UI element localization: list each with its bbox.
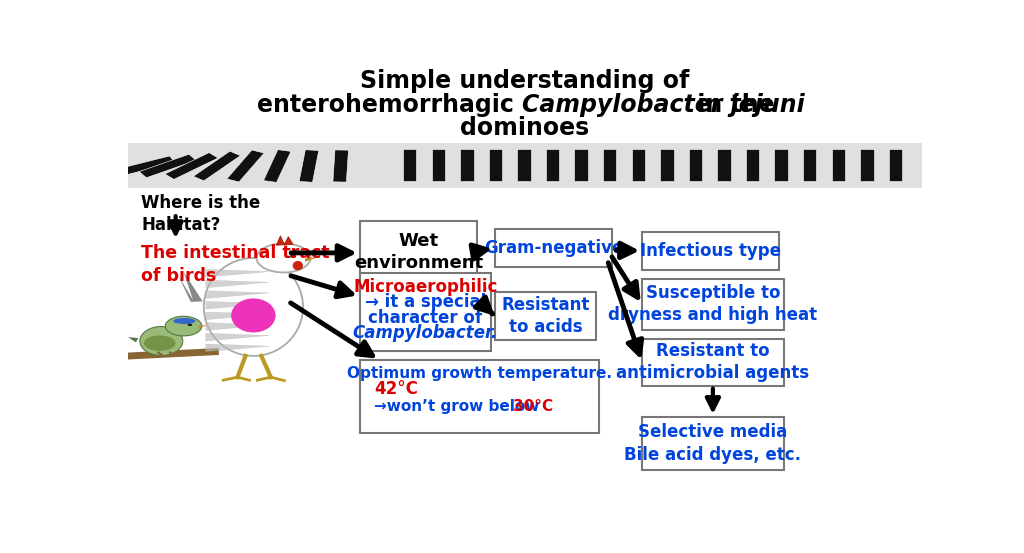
Text: Infectious type: Infectious type	[640, 242, 781, 260]
Polygon shape	[689, 149, 702, 181]
Polygon shape	[574, 149, 588, 181]
Polygon shape	[774, 149, 787, 181]
Polygon shape	[206, 269, 269, 277]
Polygon shape	[206, 333, 269, 341]
Ellipse shape	[173, 318, 196, 324]
Polygon shape	[333, 150, 348, 182]
Text: Selective media
Bile acid dyes, etc.: Selective media Bile acid dyes, etc.	[625, 423, 802, 463]
Ellipse shape	[231, 299, 275, 332]
Polygon shape	[603, 149, 616, 181]
Polygon shape	[178, 272, 203, 302]
Ellipse shape	[204, 258, 303, 356]
Circle shape	[257, 243, 310, 273]
Polygon shape	[165, 153, 218, 179]
FancyBboxPatch shape	[495, 292, 596, 340]
Circle shape	[165, 316, 202, 336]
Text: The intestinal tract
of birds: The intestinal tract of birds	[141, 244, 330, 285]
FancyBboxPatch shape	[359, 221, 477, 284]
Circle shape	[187, 324, 193, 326]
Text: Wet
environment: Wet environment	[354, 232, 483, 272]
Text: 42°C: 42°C	[374, 380, 418, 398]
FancyBboxPatch shape	[642, 339, 783, 386]
Text: Optimum growth temperature.: Optimum growth temperature.	[347, 366, 612, 382]
Text: → it a special: → it a special	[365, 293, 485, 311]
Polygon shape	[276, 236, 293, 245]
Text: Gram-negative: Gram-negative	[483, 239, 623, 257]
Polygon shape	[194, 151, 241, 181]
Circle shape	[290, 254, 296, 258]
Polygon shape	[632, 149, 645, 181]
Text: in the: in the	[689, 93, 775, 117]
Polygon shape	[660, 149, 674, 181]
Polygon shape	[860, 149, 873, 181]
FancyBboxPatch shape	[359, 273, 490, 351]
Polygon shape	[431, 149, 445, 181]
Ellipse shape	[140, 326, 182, 356]
Text: character of: character of	[369, 309, 482, 327]
Polygon shape	[116, 156, 175, 176]
Text: dominoes: dominoes	[460, 116, 590, 140]
Polygon shape	[206, 291, 269, 299]
Polygon shape	[199, 325, 207, 328]
Ellipse shape	[293, 261, 303, 270]
Polygon shape	[226, 150, 264, 182]
Polygon shape	[128, 337, 138, 342]
FancyBboxPatch shape	[642, 232, 779, 270]
Polygon shape	[460, 149, 474, 181]
Polygon shape	[206, 301, 269, 309]
FancyBboxPatch shape	[495, 229, 612, 267]
Polygon shape	[546, 149, 559, 181]
Polygon shape	[263, 150, 291, 182]
Text: Campylobacter jejuni: Campylobacter jejuni	[522, 93, 805, 117]
Text: Where is the
Habitat?: Where is the Habitat?	[141, 194, 261, 234]
Polygon shape	[206, 312, 269, 320]
Text: Resistant
to acids: Resistant to acids	[501, 296, 590, 336]
Polygon shape	[745, 149, 760, 181]
Polygon shape	[305, 257, 319, 262]
FancyBboxPatch shape	[359, 360, 599, 432]
Polygon shape	[299, 150, 318, 182]
Text: Susceptible to
dryness and high heat: Susceptible to dryness and high heat	[608, 284, 817, 325]
Text: Campylobacter.: Campylobacter.	[352, 324, 498, 342]
Polygon shape	[139, 154, 197, 178]
FancyBboxPatch shape	[642, 279, 783, 330]
Polygon shape	[517, 149, 530, 181]
Text: →won’t grow below: →won’t grow below	[374, 399, 545, 414]
FancyBboxPatch shape	[642, 417, 783, 470]
Ellipse shape	[143, 336, 176, 351]
Bar	[128, 143, 922, 187]
Text: Microaerophilic: Microaerophilic	[353, 278, 498, 296]
Polygon shape	[206, 344, 269, 352]
Polygon shape	[488, 149, 502, 181]
Polygon shape	[717, 149, 731, 181]
Polygon shape	[206, 280, 269, 288]
Polygon shape	[831, 149, 845, 181]
Polygon shape	[803, 149, 816, 181]
Text: Simple understanding of: Simple understanding of	[360, 69, 689, 93]
Text: Resistant to
antimicrobial agents: Resistant to antimicrobial agents	[616, 342, 809, 382]
Text: 30°C: 30°C	[513, 399, 553, 414]
Polygon shape	[206, 323, 269, 330]
Text: enterohemorrhagic: enterohemorrhagic	[257, 93, 522, 117]
Polygon shape	[403, 149, 417, 181]
Polygon shape	[889, 149, 902, 181]
